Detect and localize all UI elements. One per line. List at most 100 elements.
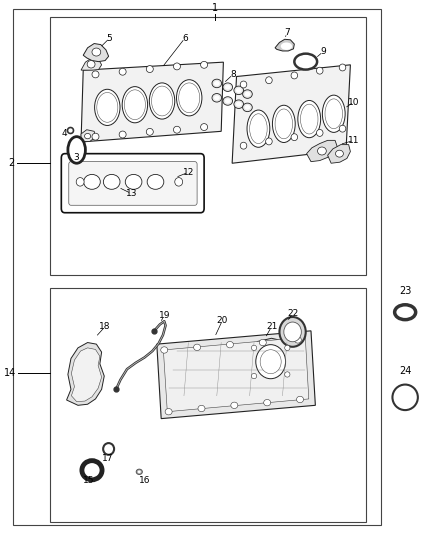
Bar	[13, 9, 381, 525]
Ellipse shape	[279, 317, 306, 347]
Polygon shape	[232, 65, 350, 163]
Ellipse shape	[92, 48, 101, 56]
Ellipse shape	[161, 347, 168, 353]
Text: 3: 3	[74, 154, 80, 163]
Ellipse shape	[243, 103, 252, 111]
Ellipse shape	[284, 322, 301, 342]
Ellipse shape	[223, 96, 233, 105]
Ellipse shape	[149, 83, 175, 119]
Text: 16: 16	[139, 477, 150, 486]
Ellipse shape	[299, 58, 313, 66]
Ellipse shape	[231, 402, 238, 408]
Ellipse shape	[260, 350, 281, 374]
Ellipse shape	[85, 133, 91, 139]
Text: 7: 7	[284, 28, 290, 37]
Text: 19: 19	[159, 311, 170, 320]
Ellipse shape	[272, 105, 295, 142]
Ellipse shape	[395, 305, 416, 320]
FancyBboxPatch shape	[61, 154, 204, 213]
Ellipse shape	[84, 174, 100, 189]
Ellipse shape	[265, 138, 272, 145]
Ellipse shape	[275, 109, 293, 139]
Ellipse shape	[251, 345, 257, 351]
Text: 11: 11	[348, 136, 360, 145]
Ellipse shape	[146, 128, 153, 135]
Ellipse shape	[122, 87, 148, 123]
Ellipse shape	[106, 446, 111, 452]
Ellipse shape	[223, 83, 233, 92]
Ellipse shape	[285, 372, 290, 377]
Ellipse shape	[76, 177, 84, 186]
Ellipse shape	[87, 61, 95, 68]
Ellipse shape	[247, 110, 270, 147]
Polygon shape	[163, 337, 309, 411]
Polygon shape	[81, 130, 95, 141]
Ellipse shape	[201, 124, 208, 131]
Text: 14: 14	[4, 368, 16, 378]
Ellipse shape	[92, 71, 99, 78]
Ellipse shape	[236, 102, 242, 107]
Polygon shape	[328, 144, 350, 163]
Ellipse shape	[175, 177, 183, 186]
Ellipse shape	[244, 105, 250, 110]
Polygon shape	[83, 44, 109, 62]
Ellipse shape	[399, 309, 411, 316]
Ellipse shape	[336, 150, 343, 157]
Bar	[50, 288, 366, 522]
Ellipse shape	[240, 142, 247, 149]
Text: 24: 24	[399, 366, 411, 376]
Ellipse shape	[136, 469, 142, 474]
Ellipse shape	[124, 90, 145, 119]
Ellipse shape	[251, 374, 257, 379]
Ellipse shape	[322, 95, 345, 132]
Ellipse shape	[201, 61, 208, 68]
Ellipse shape	[97, 93, 118, 122]
Polygon shape	[157, 331, 315, 418]
Text: 18: 18	[99, 322, 111, 331]
Ellipse shape	[316, 130, 323, 136]
Text: 15: 15	[83, 477, 94, 486]
Text: 20: 20	[217, 316, 228, 325]
Polygon shape	[71, 348, 102, 401]
Text: 8: 8	[230, 70, 236, 79]
Ellipse shape	[82, 461, 102, 480]
Text: 4: 4	[62, 130, 67, 139]
Polygon shape	[67, 343, 104, 405]
Ellipse shape	[339, 64, 346, 71]
Ellipse shape	[119, 68, 126, 75]
Ellipse shape	[287, 326, 298, 338]
Ellipse shape	[103, 174, 120, 189]
Ellipse shape	[103, 443, 114, 455]
Polygon shape	[275, 39, 294, 51]
Text: 10: 10	[348, 98, 360, 107]
Text: 17: 17	[102, 454, 113, 463]
Ellipse shape	[95, 90, 120, 125]
Ellipse shape	[250, 114, 267, 143]
Ellipse shape	[177, 80, 202, 116]
Bar	[50, 17, 366, 275]
Ellipse shape	[244, 92, 250, 96]
Ellipse shape	[72, 142, 81, 158]
Ellipse shape	[125, 174, 142, 189]
Text: 2: 2	[8, 158, 14, 168]
Text: 1: 1	[212, 3, 218, 13]
Text: 12: 12	[183, 168, 194, 177]
Polygon shape	[81, 62, 223, 142]
Text: 21: 21	[266, 322, 277, 331]
Ellipse shape	[259, 340, 266, 346]
Ellipse shape	[119, 131, 126, 138]
Ellipse shape	[194, 344, 201, 351]
Text: 23: 23	[399, 286, 411, 296]
Text: 6: 6	[182, 34, 188, 43]
Ellipse shape	[214, 95, 219, 100]
Text: 5: 5	[106, 34, 113, 43]
Ellipse shape	[179, 83, 200, 112]
Ellipse shape	[236, 88, 242, 93]
Ellipse shape	[291, 134, 298, 141]
Text: 22: 22	[287, 309, 298, 318]
Ellipse shape	[152, 86, 173, 116]
Ellipse shape	[240, 81, 247, 88]
Ellipse shape	[300, 104, 318, 134]
Ellipse shape	[138, 471, 141, 473]
Ellipse shape	[285, 345, 290, 351]
